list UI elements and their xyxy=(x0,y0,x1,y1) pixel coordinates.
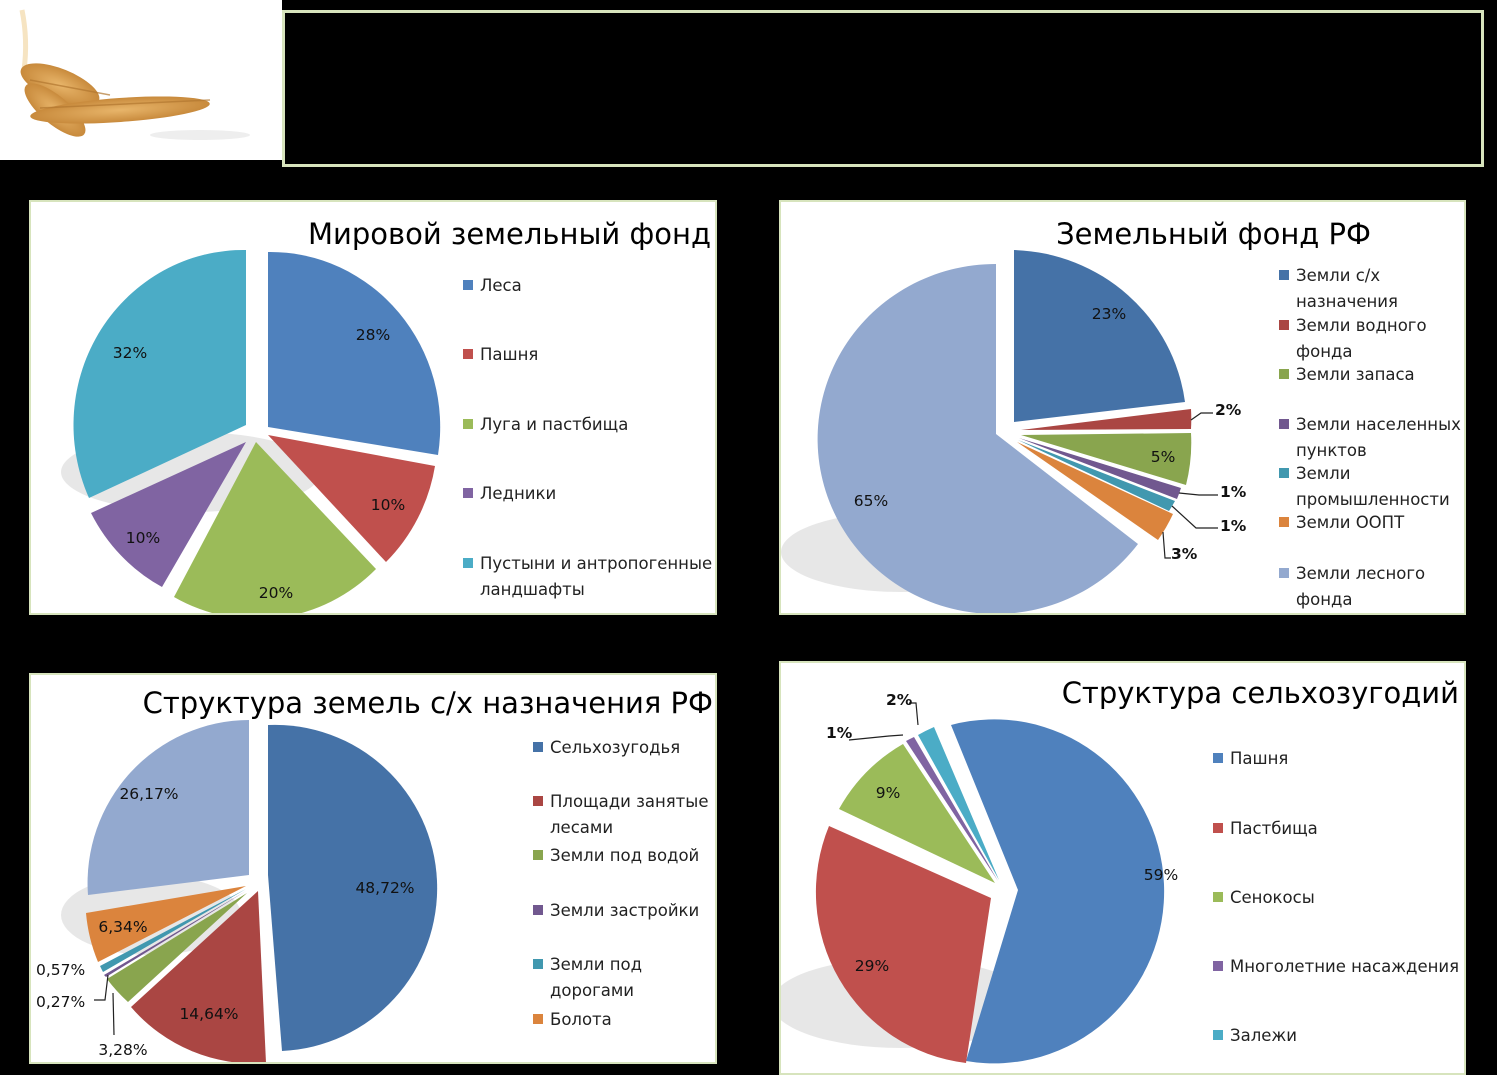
svg-text:1%: 1% xyxy=(826,724,853,742)
svg-text:6,34%: 6,34% xyxy=(98,918,147,936)
pie-chart: Мировой земельный фонд 28% 10% 20% 10% 3… xyxy=(61,217,712,613)
slice-arable xyxy=(951,719,1165,1064)
slice-arable xyxy=(268,435,435,562)
slice-deserts xyxy=(73,249,246,498)
svg-text:назначения: назначения xyxy=(1296,292,1398,311)
slice-other xyxy=(87,720,249,895)
svg-text:Многолетние насаждения: Многолетние насаждения xyxy=(1230,957,1459,976)
legend: Земли с/х назначения Земли водного фонда… xyxy=(1279,266,1461,609)
svg-text:Земли: Земли xyxy=(1296,464,1350,483)
slice-perennial xyxy=(906,737,998,881)
chart-russia-land-fund: Земельный фонд РФ 23% 2% 5% 1% 1% 3% 65%… xyxy=(779,200,1466,615)
svg-text:0,27%: 0,27% xyxy=(36,993,85,1011)
svg-text:Залежи: Залежи xyxy=(1230,1026,1297,1045)
svg-text:Земли застройки: Земли застройки xyxy=(550,901,699,920)
svg-text:2%: 2% xyxy=(1215,401,1242,419)
slice-water xyxy=(107,893,247,1002)
svg-text:Пастбища: Пастбища xyxy=(1230,819,1318,838)
svg-text:2%: 2% xyxy=(886,691,913,709)
slice-settlements xyxy=(1019,438,1181,499)
svg-text:фонда: фонда xyxy=(1296,590,1353,609)
slice-pastures xyxy=(815,826,991,1063)
svg-text:Площади занятые: Площади занятые xyxy=(550,792,708,811)
svg-text:3%: 3% xyxy=(1171,545,1198,563)
svg-text:5%: 5% xyxy=(1151,448,1176,466)
svg-text:Земли с/х: Земли с/х xyxy=(1296,266,1380,285)
svg-text:Земли под водой: Земли под водой xyxy=(550,846,699,865)
svg-text:ландшафты: ландшафты xyxy=(480,580,585,599)
slice-reserve xyxy=(1021,433,1192,485)
chart-title: Структура сельхозугодий xyxy=(1062,676,1459,710)
wheat-icon xyxy=(19,9,250,140)
slice-meadows xyxy=(174,442,376,613)
svg-text:32%: 32% xyxy=(113,344,147,362)
legend: Леса Пашня Луга и пастбища Ледники Пусты… xyxy=(463,276,712,599)
svg-text:Луга и пастбища: Луга и пастбища xyxy=(480,415,628,434)
pie-chart: Структура земель с/х назначения РФ 48,72… xyxy=(36,686,713,1062)
slice-hay xyxy=(839,744,995,883)
svg-text:Земли населенных: Земли населенных xyxy=(1296,415,1461,434)
svg-text:9%: 9% xyxy=(876,784,901,802)
slice-roads xyxy=(100,889,246,972)
svg-text:0,57%: 0,57% xyxy=(36,961,85,979)
svg-text:Пашня: Пашня xyxy=(480,345,538,364)
svg-text:Сенокосы: Сенокосы xyxy=(1230,888,1315,907)
slice-forest-fund xyxy=(817,263,1138,613)
slice-buildings xyxy=(104,891,246,977)
chart-title: Мировой земельный фонд xyxy=(308,217,711,251)
svg-text:10%: 10% xyxy=(126,529,160,547)
svg-text:Земли под: Земли под xyxy=(550,955,642,974)
chart-world-land-fund: Мировой земельный фонд 28% 10% 20% 10% 3… xyxy=(29,200,717,615)
legend: Пашня Пастбища Сенокосы Многолетние наса… xyxy=(1213,749,1459,1045)
slice-forest-areas xyxy=(131,891,266,1062)
svg-text:Земли водного: Земли водного xyxy=(1296,316,1427,335)
svg-text:14,64%: 14,64% xyxy=(179,1005,238,1023)
slice-industry xyxy=(1018,440,1175,511)
slice-agri xyxy=(1014,250,1185,422)
svg-text:10%: 10% xyxy=(371,496,405,514)
svg-text:3,28%: 3,28% xyxy=(98,1041,147,1059)
pie-chart: Структура сельхозугодий 59% 29% 9% 1% 2%… xyxy=(781,676,1459,1064)
svg-text:1%: 1% xyxy=(1220,517,1247,535)
wheat-logo-image xyxy=(0,0,282,160)
svg-text:Земли ООПТ: Земли ООПТ xyxy=(1296,513,1405,532)
slice-water xyxy=(1021,409,1192,430)
slice-protected xyxy=(1017,442,1173,540)
chart-agri-land-structure: Структура земель с/х назначения РФ 48,72… xyxy=(29,673,717,1064)
svg-text:28%: 28% xyxy=(356,326,390,344)
pie-chart: Земельный фонд РФ 23% 2% 5% 1% 1% 3% 65%… xyxy=(781,217,1461,613)
chart-title: Структура земель с/х назначения РФ xyxy=(143,686,713,720)
svg-text:26,17%: 26,17% xyxy=(119,785,178,803)
svg-text:фонда: фонда xyxy=(1296,342,1353,361)
legend: Сельхозугодья Площади занятые лесами Зем… xyxy=(533,738,708,1029)
title-box xyxy=(282,10,1484,167)
slice-glaciers xyxy=(91,442,246,587)
slice-fallow xyxy=(918,727,999,880)
svg-text:1%: 1% xyxy=(1220,483,1247,501)
svg-text:Сельхозугодья: Сельхозугодья xyxy=(550,738,680,757)
svg-text:23%: 23% xyxy=(1092,305,1126,323)
svg-text:Пашня: Пашня xyxy=(1230,749,1288,768)
svg-text:промышленности: промышленности xyxy=(1296,490,1450,509)
chart-farmland-structure: Структура сельхозугодий 59% 29% 9% 1% 2%… xyxy=(779,661,1466,1075)
svg-text:пунктов: пунктов xyxy=(1296,441,1367,460)
svg-text:Болота: Болота xyxy=(550,1010,612,1029)
chart-title: Земельный фонд РФ xyxy=(1056,217,1371,251)
slice-swamps xyxy=(86,886,246,962)
svg-text:лесами: лесами xyxy=(550,818,613,837)
svg-text:Земли запаса: Земли запаса xyxy=(1296,365,1415,384)
svg-text:20%: 20% xyxy=(259,584,293,602)
svg-text:Ледники: Ледники xyxy=(480,484,556,503)
svg-text:Пустыни и антропогенные: Пустыни и антропогенные xyxy=(480,554,712,573)
svg-text:дорогами: дорогами xyxy=(550,981,634,1000)
svg-text:65%: 65% xyxy=(854,492,888,510)
svg-text:59%: 59% xyxy=(1144,866,1178,884)
svg-text:Земли лесного: Земли лесного xyxy=(1296,564,1425,583)
slice-forests xyxy=(268,251,441,455)
svg-text:29%: 29% xyxy=(855,957,889,975)
svg-text:48,72%: 48,72% xyxy=(355,879,414,897)
svg-text:Леса: Леса xyxy=(480,276,522,295)
slice-farmland xyxy=(268,724,438,1051)
